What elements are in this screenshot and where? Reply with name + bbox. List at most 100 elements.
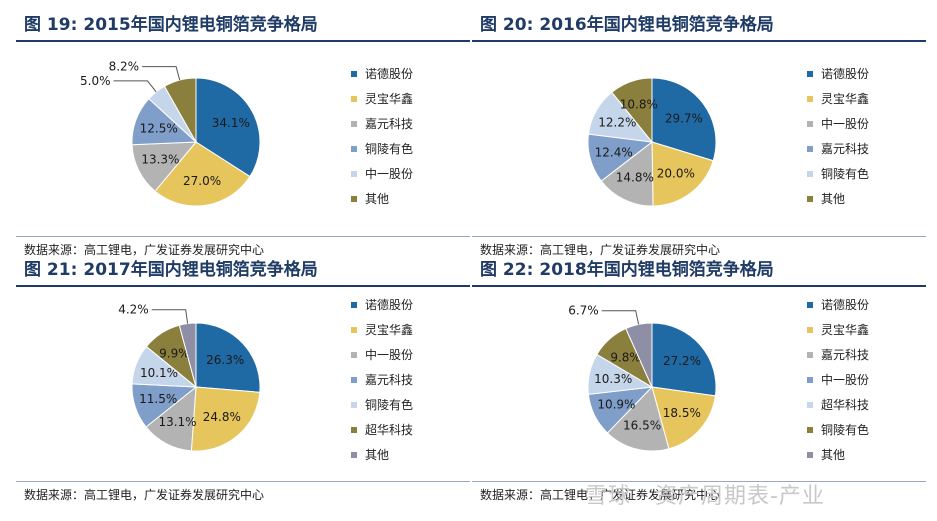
legend-label: 其他 xyxy=(821,448,846,462)
data-source-note: 数据来源：高工锂电，广发证券发展研究中心 xyxy=(472,481,926,507)
legend-item: 灵宝华鑫 xyxy=(351,87,413,112)
slice-label: 24.8% xyxy=(203,410,241,424)
legend-item: 铜陵有色 xyxy=(351,393,413,418)
figure-number: 图 22: xyxy=(480,260,534,280)
legend-swatch xyxy=(351,451,357,458)
chart-title-bar: 图 20: 2016年国内锂电铜箔竞争格局 xyxy=(472,10,926,42)
slice-label: 5.0% xyxy=(80,74,111,88)
legend-swatch xyxy=(807,301,813,308)
legend: 诺德股份 灵宝华鑫 嘉元科技 铜陵有色 中一股份 其他 xyxy=(351,62,413,212)
figure-number: 图 21: xyxy=(24,260,78,280)
slice-label: 27.2% xyxy=(663,354,701,368)
legend-label: 诺德股份 xyxy=(821,67,870,81)
chart-title-bar: 图 22: 2018年国内锂电铜箔竞争格局 xyxy=(472,255,926,287)
data-source-note: 数据来源：高工锂电，广发证券发展研究中心 xyxy=(472,236,926,262)
legend: 诺德股份 灵宝华鑫 中一股份 嘉元科技 铜陵有色 其他 xyxy=(807,62,869,212)
pie-slice xyxy=(651,322,717,397)
pie-slice xyxy=(600,140,654,207)
legend-item: 嘉元科技 xyxy=(807,343,869,368)
chart-title: 2015年国内锂电铜箔竞争格局 xyxy=(83,15,318,35)
figure-number: 图 19: xyxy=(24,15,78,35)
pie-slice xyxy=(611,77,653,144)
pie-slice xyxy=(163,77,197,144)
legend-swatch xyxy=(351,351,357,358)
pie-chart-2018: 27.2% 18.5%16.5% 10.9% 10.3% 9.8% 6.7% xyxy=(568,304,717,452)
legend: 诺德股份 灵宝华鑫 中一股份 嘉元科技 铜陵有色 超华科技 其他 xyxy=(351,293,413,468)
legend: 诺德股份 灵宝华鑫 嘉元科技 中一股份 超华科技 铜陵有色 其他 xyxy=(807,293,869,468)
legend-swatch xyxy=(807,401,813,408)
legend-swatch xyxy=(807,376,813,383)
pie-slice xyxy=(190,386,261,452)
legend-label: 嘉元科技 xyxy=(821,348,870,362)
legend-label: 中一股份 xyxy=(821,117,870,131)
pie-chart-2016: 29.7% 20.0%14.8% 12.4% 12.2% 10.8% xyxy=(587,77,717,207)
pie-slice xyxy=(154,141,251,207)
chart-panel-2016: 图 20: 2016年国内锂电铜箔竞争格局 29.7% 20.0% 14.8% 12.4… xyxy=(472,10,926,262)
legend-item: 中一股份 xyxy=(807,368,869,393)
slice-label: 4.2% xyxy=(118,303,149,317)
legend-item: 中一股份 xyxy=(351,162,413,187)
legend-item: 诺德股份 xyxy=(351,293,413,318)
slice-label: 12.5% xyxy=(140,121,178,135)
chart-title: 2017年国内锂电铜箔竞争格局 xyxy=(83,260,318,280)
legend-item: 灵宝华鑫 xyxy=(807,318,869,343)
slice-label: 6.7% xyxy=(568,304,599,318)
legend-label: 灵宝华鑫 xyxy=(821,323,870,337)
legend-swatch xyxy=(807,451,813,458)
slice-label: 29.7% xyxy=(665,111,703,125)
legend-item: 嘉元科技 xyxy=(351,368,413,393)
leader-line xyxy=(151,309,189,324)
legend-item: 诺德股份 xyxy=(807,62,869,87)
legend-label: 嘉元科技 xyxy=(821,142,870,156)
slice-label: 16.5% xyxy=(623,418,661,432)
watermark: 雪球 · 资产周期表-产业 xyxy=(585,484,825,509)
pie-chart-2017: 26.3% 24.8% 13.1% 11.5% 10.1% 9.9% 4.2% xyxy=(118,303,261,452)
legend-item: 嘉元科技 xyxy=(807,137,869,162)
legend-swatch xyxy=(351,426,357,433)
slice-label: 13.3% xyxy=(141,153,179,167)
slice-label: 13.1% xyxy=(158,415,196,429)
legend-swatch xyxy=(351,195,357,202)
legend-item: 其他 xyxy=(351,187,413,212)
slice-label: 10.3% xyxy=(594,372,632,386)
legend-item: 铜陵有色 xyxy=(807,418,869,443)
slice-label: 10.9% xyxy=(597,398,635,412)
legend-label: 中一股份 xyxy=(821,373,870,387)
legend-item: 其他 xyxy=(351,443,413,468)
slice-label: 12.4% xyxy=(595,145,633,159)
legend-label: 灵宝华鑫 xyxy=(821,92,870,106)
legend-swatch xyxy=(807,145,813,152)
slice-label: 9.8% xyxy=(610,350,641,364)
figure-number: 图 20: xyxy=(480,15,534,35)
slice-label: 20.0% xyxy=(657,167,695,181)
legend-item: 超华科技 xyxy=(807,393,869,418)
legend-swatch xyxy=(807,326,813,333)
slice-label: 10.1% xyxy=(140,366,178,380)
legend-swatch xyxy=(351,301,357,308)
legend-item: 中一股份 xyxy=(807,112,869,137)
legend-item: 诺德股份 xyxy=(807,293,869,318)
legend-swatch xyxy=(351,170,357,177)
legend-label: 中一股份 xyxy=(365,348,414,362)
legend-label: 嘉元科技 xyxy=(365,373,414,387)
chart-panel-2018: 图 22: 2018年国内锂电铜箔竞争格局 27.2% 18.5% 16.5% 10.9… xyxy=(472,255,926,507)
legend-swatch xyxy=(351,376,357,383)
pie-slice xyxy=(651,77,717,162)
legend-item: 中一股份 xyxy=(351,343,413,368)
legend-swatch xyxy=(351,95,357,102)
legend-swatch xyxy=(351,145,357,152)
slice-label: 34.1% xyxy=(212,116,250,130)
legend-item: 超华科技 xyxy=(351,418,413,443)
legend-swatch xyxy=(351,326,357,333)
slice-label: 18.5% xyxy=(663,406,701,420)
legend-label: 其他 xyxy=(365,192,390,206)
legend-swatch xyxy=(351,401,357,408)
legend-label: 铜陵有色 xyxy=(821,167,870,181)
legend-item: 嘉元科技 xyxy=(351,112,413,137)
chart-panel-2015: 图 19: 2015年国内锂电铜箔竞争格局 34.1% 27.0% 13.3% 12.5… xyxy=(16,10,470,262)
legend-item: 铜陵有色 xyxy=(807,162,869,187)
pie-chart-2015: 34.1% 27.0% 13.3% 12.5% 5.0%8.2% xyxy=(80,60,261,207)
slice-label: 27.0% xyxy=(183,174,221,188)
legend-item: 诺德股份 xyxy=(351,62,413,87)
slice-label: 9.9% xyxy=(159,347,190,361)
